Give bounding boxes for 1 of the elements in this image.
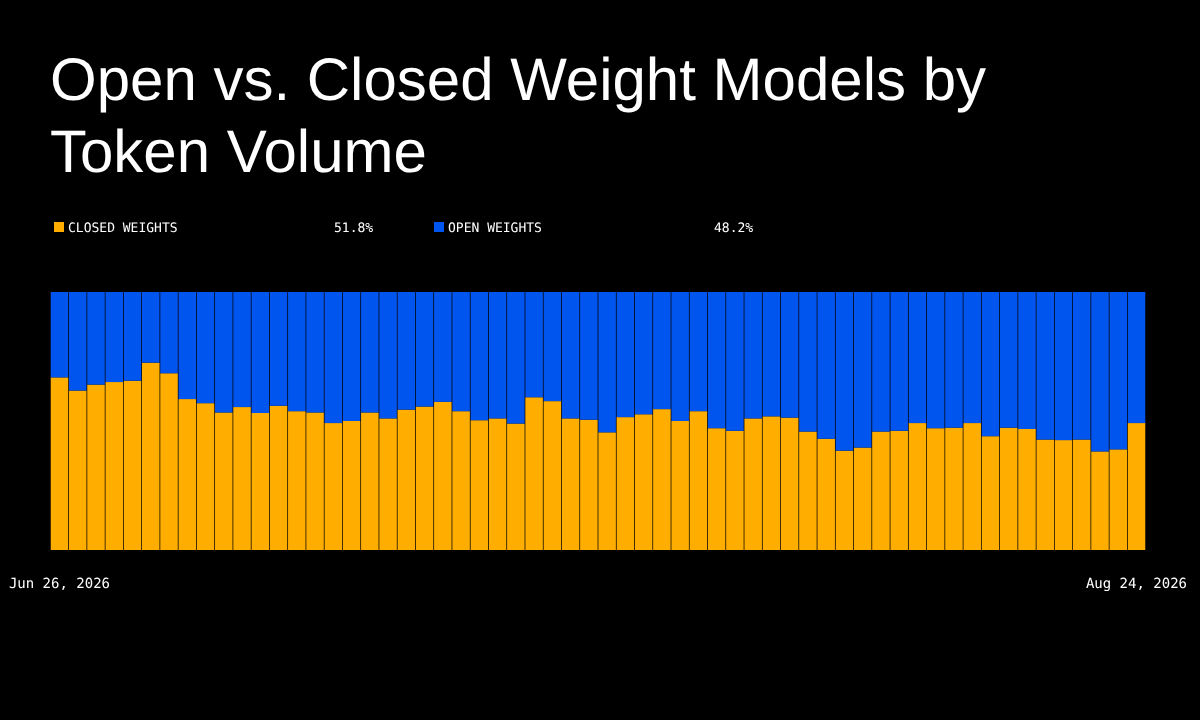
chart-title: Open vs. Closed Weight Models by Token Volume [50, 48, 987, 186]
